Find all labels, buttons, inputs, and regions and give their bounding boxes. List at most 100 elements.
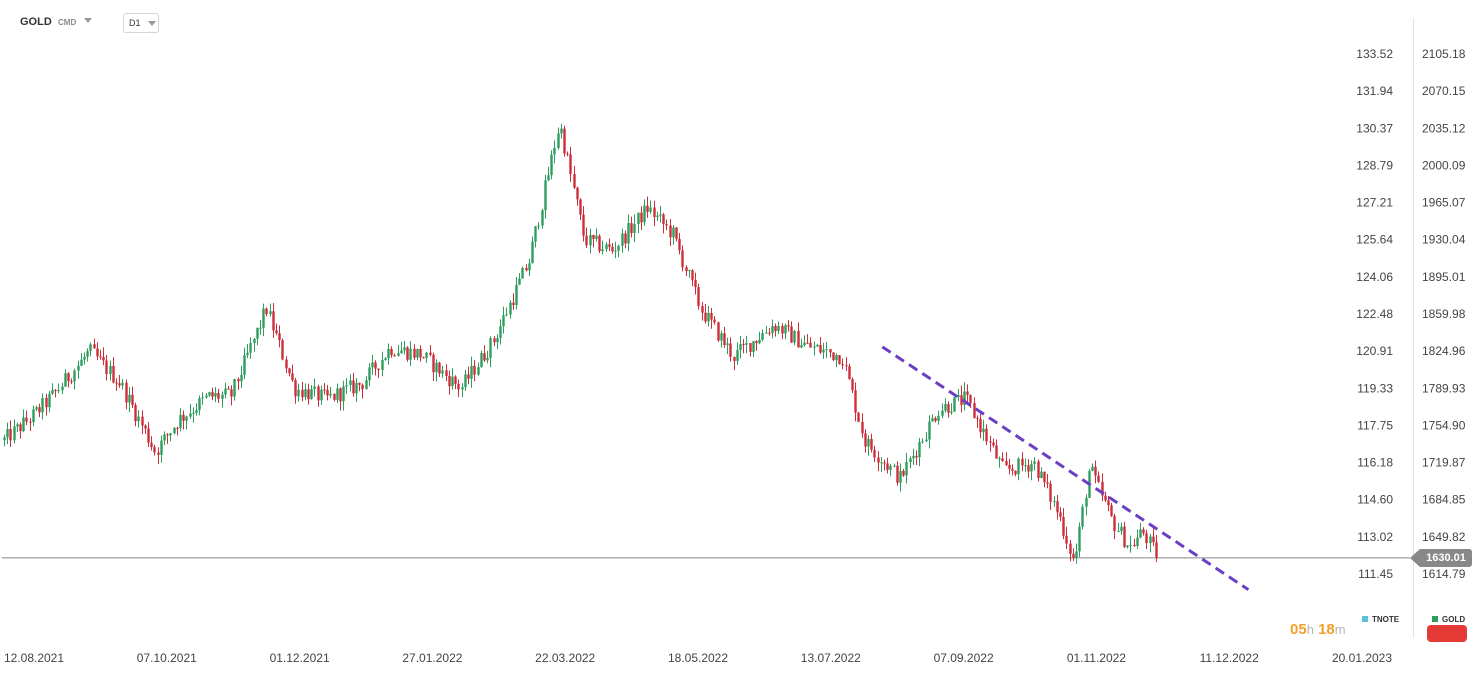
candle-body — [848, 366, 850, 379]
legend-item-gold[interactable]: GOLD — [1432, 615, 1465, 624]
x-axis-tick: 18.05.2022 — [668, 651, 728, 665]
candle-body — [1133, 545, 1135, 546]
right-axis-tick: 1684.85 — [1422, 493, 1466, 507]
right-axis-tick: 1649.82 — [1422, 530, 1466, 544]
candle-body — [269, 311, 271, 314]
candle-body — [457, 384, 459, 389]
candle-body — [835, 355, 837, 360]
candle-body — [579, 199, 581, 214]
candle-body — [643, 206, 645, 223]
candle-body — [336, 388, 338, 399]
candle-body — [240, 375, 242, 381]
candle-body — [595, 236, 597, 239]
right-axis-tick: 1754.90 — [1422, 418, 1466, 432]
candle-body — [339, 388, 341, 401]
candle-body — [1046, 482, 1048, 483]
countdown-hours-unit: h — [1307, 622, 1314, 637]
candle-body — [790, 326, 792, 342]
candle-body — [201, 397, 203, 398]
candle-body — [233, 379, 235, 397]
legend-item-tnote[interactable]: TNOTE — [1362, 615, 1399, 624]
candle-body — [182, 415, 184, 421]
x-axis-tick: 07.09.2022 — [934, 651, 994, 665]
candle-body — [781, 326, 783, 334]
candle-body — [982, 429, 984, 432]
candle-body — [451, 377, 453, 387]
left-axis-tick: 116.18 — [1357, 456, 1393, 470]
candle-body — [813, 346, 815, 347]
candle-body — [416, 349, 418, 358]
candle-body — [518, 279, 520, 285]
x-axis-tick: 20.01.2023 — [1332, 651, 1392, 665]
candle-countdown: 05h 18m — [1290, 621, 1346, 638]
candle-body — [61, 387, 63, 391]
candle-body — [83, 357, 85, 360]
candle-body — [912, 456, 914, 459]
left-axis-tick: 130.37 — [1356, 121, 1393, 135]
candle-body — [512, 303, 514, 305]
candle-body — [934, 418, 936, 421]
candle-body — [880, 462, 882, 463]
x-axis-tick: 11.12.2022 — [1200, 651, 1259, 665]
candle-body — [179, 415, 181, 428]
candle-body — [685, 267, 687, 271]
candle-body — [921, 441, 923, 442]
candle-body — [800, 345, 802, 347]
candle-body — [368, 367, 370, 380]
candle-body — [710, 313, 712, 320]
candle-body — [217, 393, 219, 399]
candle-body — [1139, 529, 1141, 537]
candle-body — [953, 397, 955, 411]
x-axis-tick: 01.12.2021 — [270, 651, 330, 665]
candle-body — [461, 387, 463, 389]
candle-body — [67, 373, 69, 381]
candle-body — [195, 410, 197, 413]
candle-body — [745, 343, 747, 345]
candle-body — [899, 471, 901, 483]
candle-body — [713, 320, 715, 323]
candle-body — [163, 434, 165, 440]
candle-body — [688, 270, 690, 271]
right-axis-tick: 1719.87 — [1422, 456, 1466, 470]
candle-body — [496, 338, 498, 342]
candle-body — [304, 389, 306, 397]
x-axis-tick: 27.01.2022 — [402, 651, 462, 665]
candle-body — [35, 407, 37, 409]
candle-body — [176, 428, 178, 429]
candle-body — [733, 357, 735, 361]
candle-body — [105, 360, 107, 374]
candle-body — [822, 350, 824, 353]
candle-body — [640, 213, 642, 223]
candle-body — [464, 374, 466, 387]
candle-body — [969, 395, 971, 403]
candle-body — [326, 390, 328, 396]
tnote-swatch-icon — [1362, 616, 1368, 622]
candle-body — [246, 353, 248, 355]
candle-body — [809, 343, 811, 348]
candle-body — [598, 236, 600, 251]
candle-body — [1062, 517, 1064, 536]
candle-body — [528, 263, 530, 270]
candle-body — [742, 344, 744, 345]
candle-body — [681, 250, 683, 267]
status-indicator[interactable] — [1427, 625, 1467, 642]
candle-body — [531, 242, 533, 264]
candle-body — [189, 413, 191, 416]
candle-body — [998, 458, 1000, 459]
candle-body — [361, 385, 363, 389]
candle-body — [873, 450, 875, 458]
gold-swatch-icon — [1432, 616, 1438, 622]
candle-body — [950, 412, 952, 413]
candle-body — [297, 390, 299, 397]
candle-body — [147, 428, 149, 442]
candle-body — [275, 330, 277, 333]
countdown-minutes-unit: m — [1335, 622, 1346, 637]
candle-body — [467, 374, 469, 378]
candle-body — [384, 358, 386, 359]
candle-body — [755, 341, 757, 343]
candle-body — [1136, 538, 1138, 546]
candle-body — [1072, 554, 1074, 558]
candle-body — [1142, 529, 1144, 533]
candle-body — [1024, 465, 1026, 466]
